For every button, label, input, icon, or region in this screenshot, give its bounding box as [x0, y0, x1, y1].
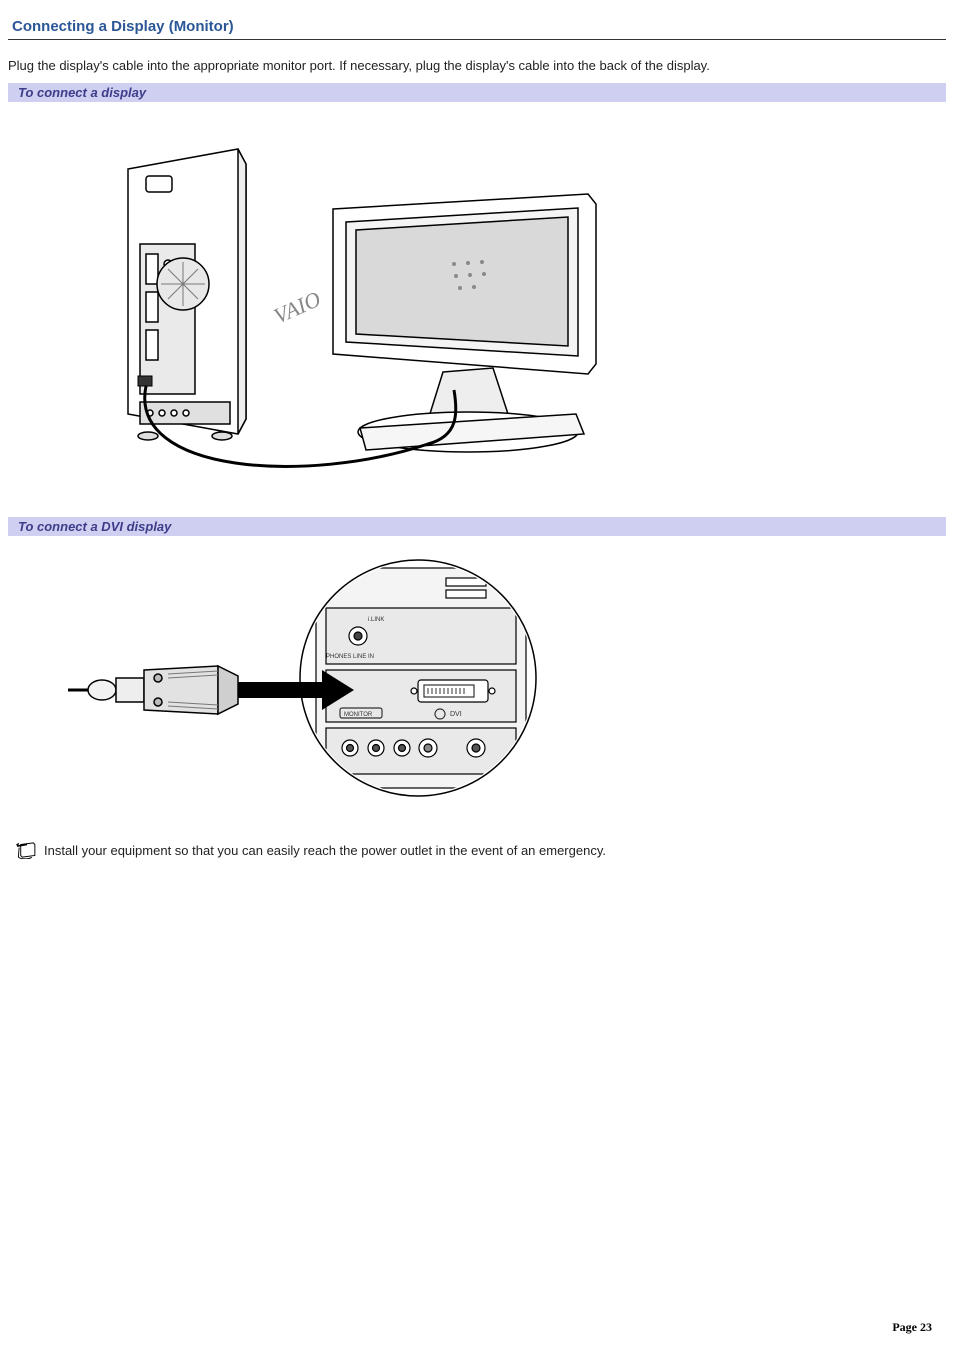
note-row: Install your equipment so that you can e… — [8, 841, 946, 859]
illustration-display: VAIO — [8, 114, 946, 499]
page-number: Page 23 — [892, 1320, 932, 1335]
dvi-connection-figure: i.LINK PHONES LINE IN — [68, 548, 538, 808]
illustration-dvi: i.LINK PHONES LINE IN — [8, 548, 946, 813]
svg-text:DVI: DVI — [450, 711, 462, 718]
display-connection-figure: VAIO — [98, 114, 598, 494]
page-title: Connecting a Display (Monitor) — [8, 18, 946, 40]
section-banner-display: To connect a display — [8, 83, 946, 102]
svg-text:i.LINK: i.LINK — [368, 617, 384, 623]
svg-text:PHONES LINE IN: PHONES LINE IN — [326, 654, 374, 660]
intro-paragraph: Plug the display's cable into the approp… — [8, 58, 946, 73]
vaio-logo-text: VAIO — [270, 286, 325, 329]
svg-text:MONITOR: MONITOR — [344, 712, 373, 718]
note-text: Install your equipment so that you can e… — [44, 843, 606, 858]
note-icon — [16, 841, 38, 859]
section-banner-dvi: To connect a DVI display — [8, 517, 946, 536]
